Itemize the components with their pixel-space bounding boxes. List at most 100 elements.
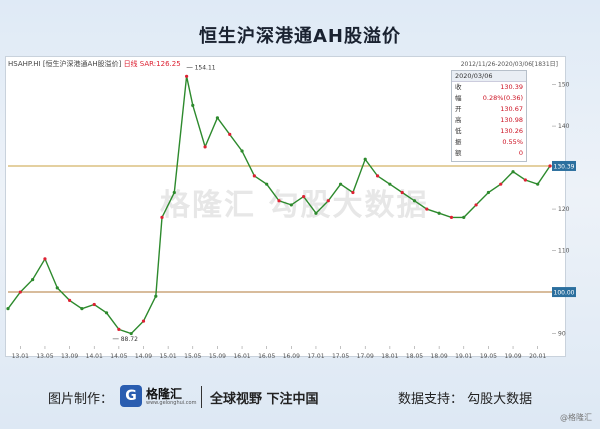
annotation-label: 154.11 bbox=[195, 65, 216, 72]
sar-indicator: SAR:126.25 bbox=[139, 60, 181, 68]
x-tick-label: 20.01 bbox=[529, 353, 546, 360]
index-name: [恒生沪深港通AH股溢价] bbox=[42, 60, 122, 68]
x-tick-label: 19.05 bbox=[480, 353, 497, 360]
x-tick-label: 16.01 bbox=[233, 353, 250, 360]
data-point bbox=[302, 195, 306, 199]
data-point bbox=[43, 257, 47, 261]
data-point bbox=[548, 164, 552, 168]
info-row-label: 幅 bbox=[455, 94, 462, 102]
info-row-label: 高 bbox=[455, 116, 462, 124]
data-point bbox=[277, 199, 281, 203]
slogan: 全球视野 下注中国 bbox=[210, 392, 319, 407]
data-point bbox=[437, 211, 441, 215]
data-point bbox=[129, 331, 133, 336]
info-row-value: 130.98 bbox=[500, 116, 523, 124]
data-point bbox=[338, 182, 343, 186]
data-source-label: 数据支持： 勾股大数据 bbox=[398, 392, 533, 407]
x-tick-label: 19.09 bbox=[504, 353, 521, 360]
x-tick-label: 14.05 bbox=[110, 353, 127, 360]
footer-divider bbox=[201, 386, 202, 408]
y-tick-label: 140 bbox=[558, 123, 570, 130]
frequency-label: 日线 bbox=[123, 60, 138, 68]
data-point bbox=[252, 174, 256, 178]
x-tick-label: 17.09 bbox=[357, 353, 374, 360]
data-point bbox=[160, 215, 164, 219]
date-range: 2012/11/26-2020/03/06[1831日] bbox=[460, 61, 558, 68]
data-point bbox=[191, 103, 195, 107]
data-point bbox=[499, 182, 503, 186]
x-tick-label: 16.05 bbox=[258, 353, 275, 360]
data-point bbox=[314, 211, 318, 215]
data-point bbox=[18, 290, 22, 294]
data-point bbox=[172, 190, 176, 195]
data-point bbox=[6, 307, 10, 311]
x-tick-label: 13.09 bbox=[61, 353, 78, 360]
logo-name: 格隆汇 bbox=[146, 387, 183, 401]
x-tick-label: 16.09 bbox=[283, 353, 300, 360]
y-tick-label: 90 bbox=[558, 331, 566, 338]
data-point bbox=[412, 199, 417, 203]
x-tick-label: 15.01 bbox=[160, 353, 177, 360]
info-row-value: 130.39 bbox=[500, 83, 523, 91]
info-row-value: 130.67 bbox=[500, 105, 523, 113]
data-point bbox=[185, 74, 189, 78]
data-point bbox=[80, 307, 84, 311]
data-point bbox=[388, 182, 392, 186]
data-point bbox=[265, 182, 269, 186]
series-line bbox=[7, 76, 551, 335]
reference-tag bbox=[552, 160, 576, 171]
info-row-label: 振 bbox=[455, 138, 462, 146]
x-tick-label: 15.09 bbox=[209, 353, 226, 360]
x-tick-label: 14.01 bbox=[86, 353, 103, 360]
data-point bbox=[92, 302, 96, 307]
info-row: 振 0.55% bbox=[452, 137, 526, 148]
data-point bbox=[363, 157, 367, 161]
data-point bbox=[228, 132, 232, 136]
info-row-label: 收 bbox=[455, 83, 462, 91]
y-tick-label: 150 bbox=[558, 82, 570, 89]
reference-label: 130.39 bbox=[554, 163, 575, 170]
x-tick-label: 18.09 bbox=[431, 353, 448, 360]
info-row: 开 130.67 bbox=[452, 104, 526, 115]
x-tick-label: 18.01 bbox=[381, 353, 398, 360]
info-row-label: 额 bbox=[455, 149, 462, 157]
x-tick-label: 15.05 bbox=[184, 353, 201, 360]
data-point bbox=[117, 327, 121, 332]
x-tick-label: 13.05 bbox=[36, 353, 53, 360]
data-point bbox=[462, 215, 466, 219]
data-point bbox=[449, 215, 454, 219]
annotation-label: 88.72 bbox=[121, 336, 138, 343]
data-point bbox=[203, 145, 207, 149]
reference-tag bbox=[552, 287, 576, 298]
x-tick-label: 14.09 bbox=[135, 353, 152, 360]
data-point bbox=[400, 190, 404, 195]
y-tick-label: 110 bbox=[558, 248, 570, 255]
x-tick-label: 17.01 bbox=[307, 353, 324, 360]
watermark: 格隆汇 勾股大数据 bbox=[160, 188, 429, 223]
info-row-value: 130.26 bbox=[500, 127, 523, 135]
x-tick-label: 18.05 bbox=[406, 353, 423, 360]
corner-watermark: @格隆汇 bbox=[560, 413, 592, 422]
x-tick-label: 17.05 bbox=[332, 353, 349, 360]
data-point bbox=[31, 278, 35, 282]
data-point bbox=[351, 190, 355, 195]
info-row: 收 130.39 bbox=[452, 82, 526, 93]
info-box: 2020/03/06 收 130.39 幅 0.28%(0.36) 开 130.67 高 13… bbox=[451, 70, 527, 162]
data-point bbox=[67, 298, 72, 302]
data-point bbox=[104, 311, 109, 315]
info-row: 高 130.98 bbox=[452, 115, 526, 126]
info-row-value: 0.28%(0.36) bbox=[482, 94, 523, 102]
info-row-label: 低 bbox=[455, 127, 462, 135]
data-point bbox=[240, 149, 244, 153]
y-tick-label: 120 bbox=[558, 206, 570, 213]
data-point bbox=[154, 294, 158, 298]
info-row-label: 开 bbox=[455, 105, 462, 113]
info-row: 幅 0.28%(0.36) bbox=[452, 93, 526, 104]
info-row-value: 0 bbox=[518, 149, 523, 157]
data-point bbox=[486, 190, 491, 195]
data-point bbox=[326, 199, 330, 203]
data-point bbox=[55, 286, 59, 290]
data-point bbox=[536, 182, 540, 186]
